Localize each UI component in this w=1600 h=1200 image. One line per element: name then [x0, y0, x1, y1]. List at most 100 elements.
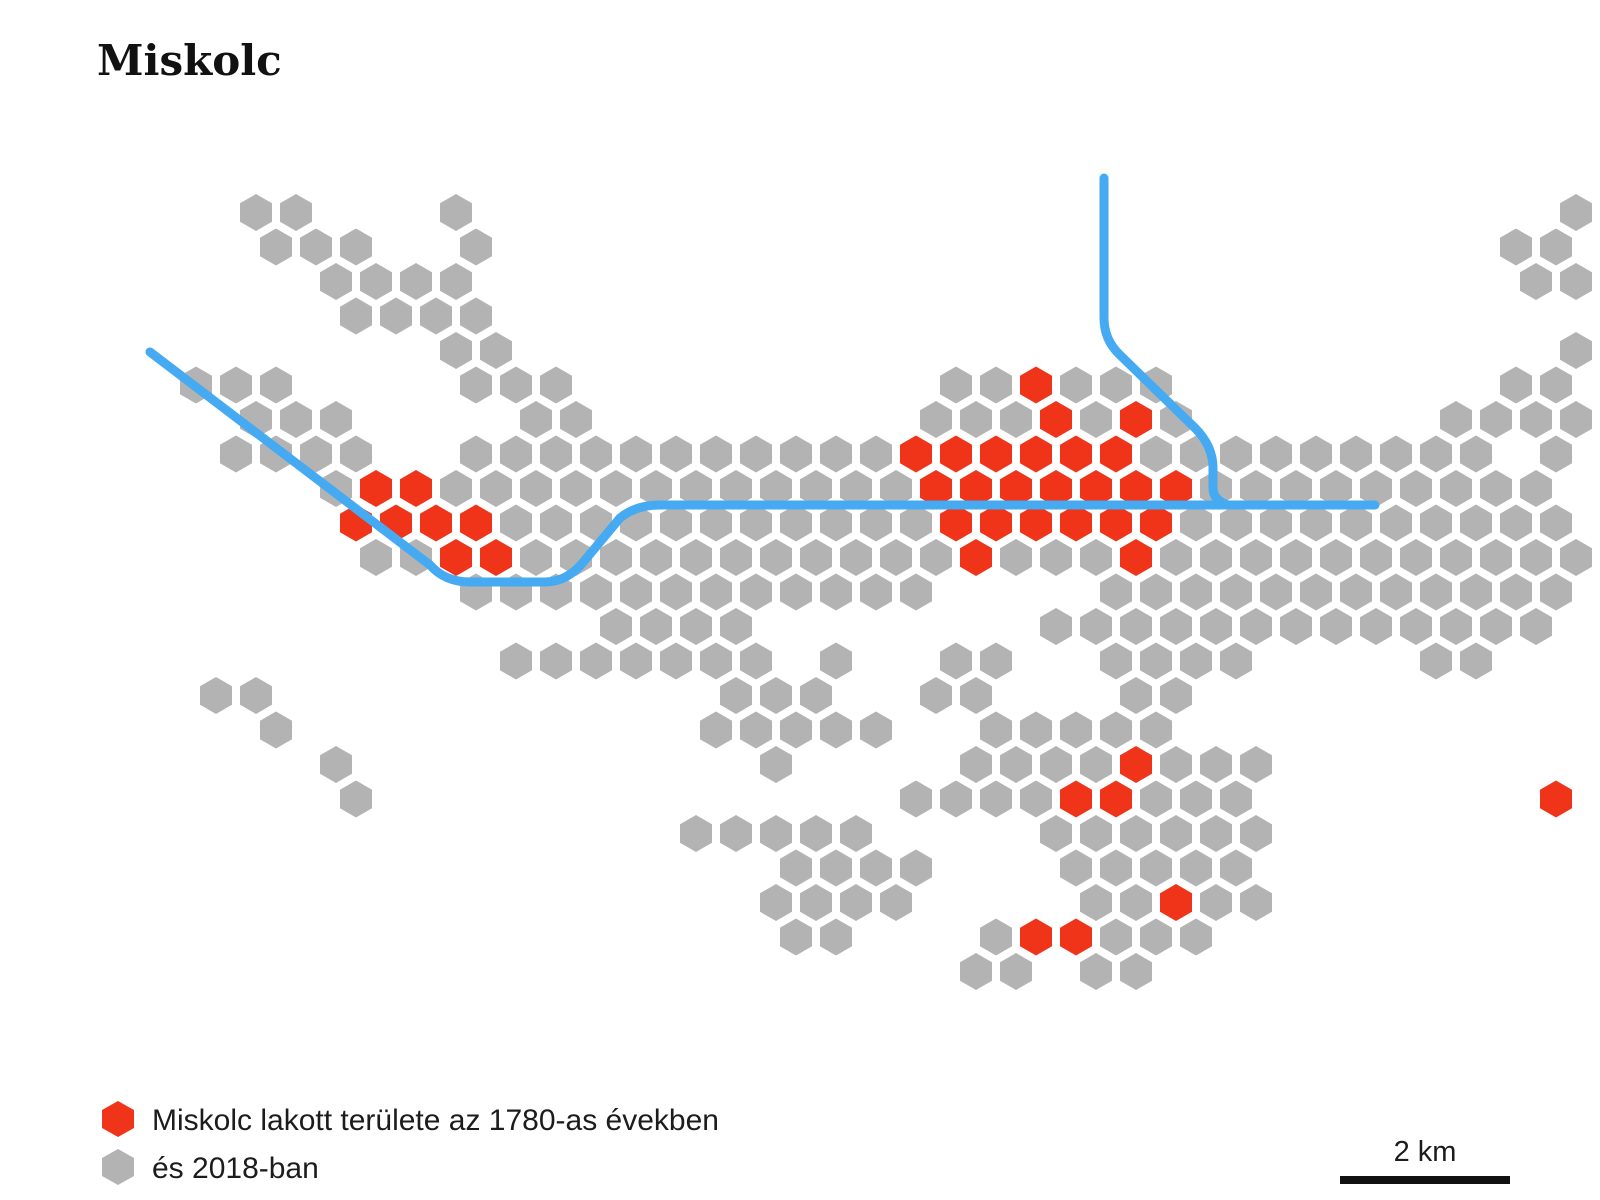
- hex-cell-modern: [820, 918, 852, 956]
- hex-cell-modern: [200, 677, 232, 714]
- hex-cell-modern: [700, 435, 732, 473]
- scale-line: [1340, 1176, 1510, 1184]
- hex-cell-historic: [1020, 918, 1052, 956]
- hex-cell-modern: [720, 539, 752, 576]
- hex-cell-modern: [920, 677, 952, 714]
- hex-cell-modern: [1080, 953, 1112, 990]
- hex-cell-modern: [700, 573, 732, 611]
- hex-cell-modern: [720, 608, 752, 645]
- hex-cell-modern: [300, 228, 332, 266]
- hex-cell-modern: [540, 504, 572, 542]
- hex-cell-historic: [1160, 470, 1192, 507]
- hex-cell-modern: [1500, 504, 1532, 542]
- hex-cell-modern: [760, 539, 792, 576]
- hex-cell-modern: [1120, 953, 1152, 990]
- hex-cell-modern: [660, 573, 692, 611]
- hex-cell-modern: [860, 711, 892, 749]
- hex-cell-modern: [1420, 504, 1452, 542]
- hex-cell-modern: [360, 539, 392, 576]
- hex-cell-modern: [1160, 401, 1192, 438]
- hex-cell-historic: [1540, 780, 1572, 818]
- hex-cell-modern: [820, 642, 852, 680]
- hex-cell-modern: [880, 884, 912, 921]
- hex-cell-modern: [1220, 642, 1252, 680]
- hex-cell-modern: [880, 539, 912, 576]
- hex-cell-modern: [1400, 539, 1432, 576]
- hex-cell-modern: [1160, 539, 1192, 576]
- scale-label: 2 km: [1393, 1136, 1457, 1168]
- hex-cell-modern: [680, 539, 712, 576]
- hex-cell-modern: [1360, 608, 1392, 645]
- hex-cell-modern: [1040, 608, 1072, 645]
- hex-cell-modern: [420, 297, 452, 335]
- hex-cell-modern: [1200, 884, 1232, 921]
- hex-cell-historic: [1000, 470, 1032, 507]
- hex-cell-modern: [1100, 711, 1132, 749]
- legend-label-historic: Miskolc lakott területe az 1780-as évekb…: [152, 1104, 719, 1137]
- hex-cell-modern: [780, 504, 812, 542]
- hex-cell-modern: [1060, 366, 1092, 404]
- hex-cell-historic: [1140, 504, 1172, 542]
- hex-cell-modern: [1080, 401, 1112, 438]
- hex-cell-modern: [980, 711, 1012, 749]
- hex-cell-modern: [1520, 539, 1552, 576]
- hex-cell-modern: [760, 677, 792, 714]
- hex-cell-modern: [980, 366, 1012, 404]
- hex-cell-modern: [760, 884, 792, 921]
- hex-cell-historic: [1060, 918, 1092, 956]
- hex-cell-modern: [900, 573, 932, 611]
- hex-cell-modern: [460, 228, 492, 266]
- hex-cell-modern: [1340, 573, 1372, 611]
- hex-cell-modern: [340, 297, 372, 335]
- hex-cell-modern: [1300, 435, 1332, 473]
- hex-cell-modern: [1400, 608, 1432, 645]
- hex-cell-modern: [980, 642, 1012, 680]
- hex-cell-historic: [360, 470, 392, 507]
- hex-cell-modern: [380, 297, 412, 335]
- hex-cell-modern: [1560, 539, 1592, 576]
- hex-cell-modern: [220, 435, 252, 473]
- hex-cell-modern: [1540, 366, 1572, 404]
- hex-cell-modern: [1240, 608, 1272, 645]
- hex-cell-modern: [1540, 504, 1572, 542]
- hex-cell-historic: [1040, 401, 1072, 438]
- hex-cell-modern: [260, 366, 292, 404]
- hex-cell-modern: [680, 815, 712, 852]
- hex-cell-modern: [1560, 401, 1592, 438]
- hex-cell-modern: [780, 435, 812, 473]
- hex-cell-modern: [1000, 746, 1032, 783]
- hex-cell-modern: [1300, 573, 1332, 611]
- hex-cell-modern: [1520, 608, 1552, 645]
- hex-cell-modern: [580, 642, 612, 680]
- hex-cell-historic: [1120, 746, 1152, 783]
- hex-cell-modern: [1240, 539, 1272, 576]
- hex-cell-historic: [400, 470, 432, 507]
- hex-cell-historic: [980, 504, 1012, 542]
- hex-cell-modern: [720, 677, 752, 714]
- river-sajo: [145, 347, 1380, 587]
- hex-cell-modern: [800, 539, 832, 576]
- hex-cell-modern: [1200, 539, 1232, 576]
- hex-cell-modern: [300, 435, 332, 473]
- hex-cell-modern: [560, 401, 592, 438]
- hex-cell-modern: [1040, 539, 1072, 576]
- hex-cell-modern: [900, 780, 932, 818]
- hex-cell-modern: [800, 884, 832, 921]
- hex-cell-modern: [880, 470, 912, 507]
- hex-cell-modern: [1400, 470, 1432, 507]
- hex-cell-modern: [520, 539, 552, 576]
- legend-label-modern: és 2018-ban: [152, 1152, 319, 1185]
- hex-cell-modern: [1520, 470, 1552, 507]
- hex-cell-historic: [480, 539, 512, 576]
- hex-cell-modern: [960, 677, 992, 714]
- hex-cell-modern: [320, 401, 352, 438]
- hex-cell-modern: [500, 504, 532, 542]
- hex-cell-modern: [900, 849, 932, 887]
- hex-cell-historic: [1100, 435, 1132, 473]
- hex-cell-modern: [1020, 711, 1052, 749]
- hex-cell-modern: [740, 435, 772, 473]
- hex-cell-modern: [1040, 815, 1072, 852]
- hex-cell-modern: [1280, 608, 1312, 645]
- hex-cell-modern: [1100, 849, 1132, 887]
